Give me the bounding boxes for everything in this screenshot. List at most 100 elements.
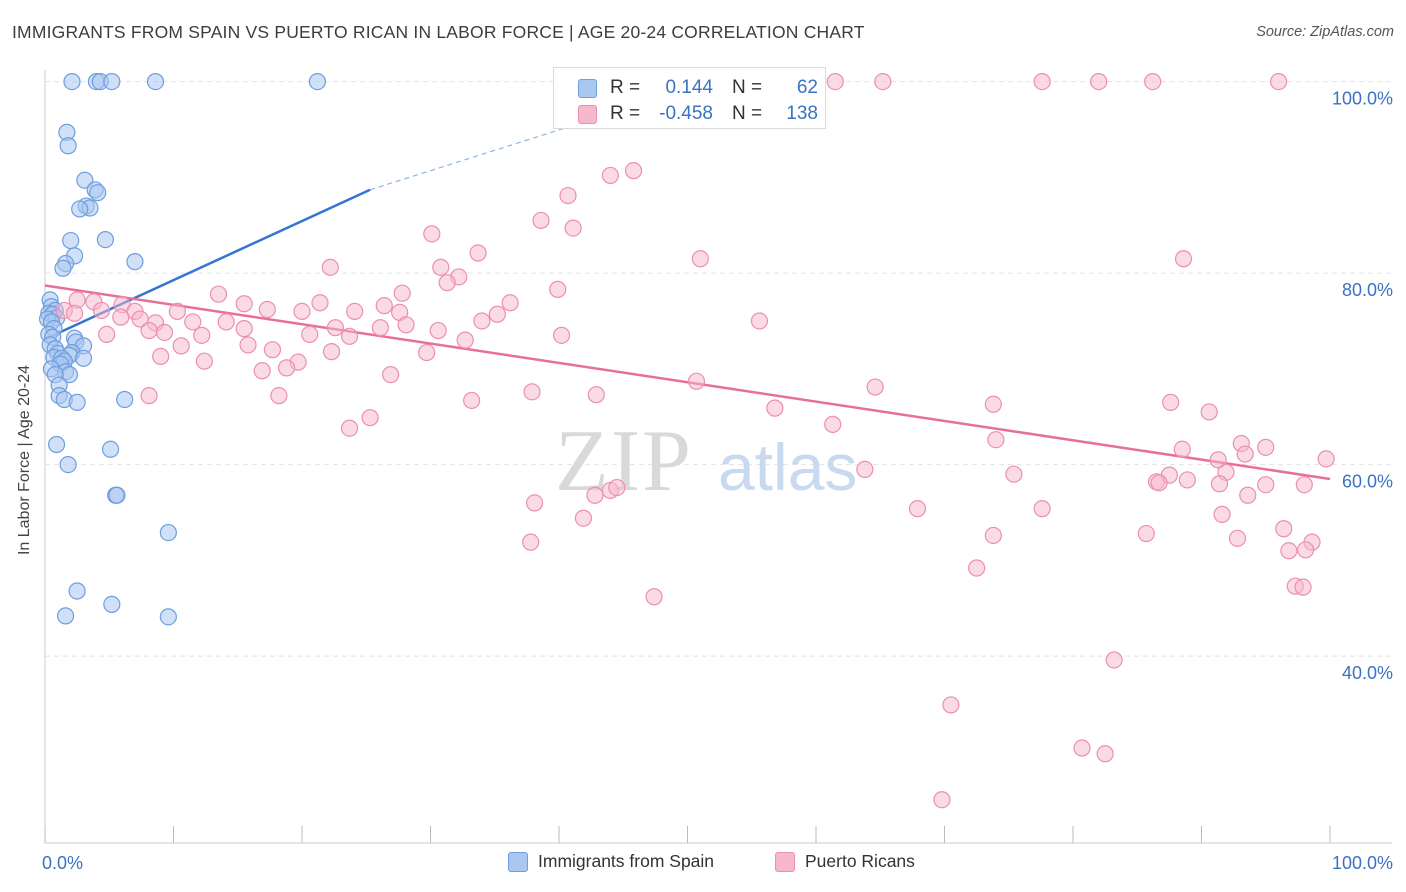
puerto-rican-point-119	[645, 588, 663, 606]
puerto-rican-point-62	[239, 336, 257, 354]
puerto-rican-point-23	[209, 285, 228, 303]
puerto-rican-point-74	[523, 383, 541, 401]
stats-r-value: 0.144	[665, 77, 713, 98]
puerto-rican-point-3	[874, 72, 892, 91]
puerto-rican-point-63	[263, 341, 282, 359]
source-credit: Source: ZipAtlas.com	[1256, 24, 1394, 40]
puerto-rican-point-66	[152, 347, 170, 366]
spain-point-5	[308, 72, 327, 91]
stats-n-value: 138	[786, 103, 818, 124]
y-tick-label-100: 100.0%	[1332, 89, 1393, 109]
puerto-rican-point-78	[463, 391, 481, 410]
puerto-rican-point-45	[217, 313, 235, 331]
puerto-rican-point-10	[559, 186, 577, 205]
puerto-rican-point-100	[1150, 474, 1168, 492]
legend-item-puerto-rican[interactable]: Puerto Ricans	[775, 851, 915, 872]
puerto-rican-point-111	[1137, 524, 1155, 543]
spain-point-53	[47, 435, 66, 454]
puerto-rican-point-109	[574, 509, 593, 527]
stats-n-label: N =	[732, 77, 763, 98]
puerto-rican-point-6	[1144, 72, 1162, 91]
puerto-rican-point-117	[522, 533, 540, 551]
puerto-rican-point-75	[587, 386, 605, 404]
stats-swatch-spain	[578, 79, 597, 98]
puerto-rican-point-101	[1210, 475, 1229, 493]
puerto-rican-point-124	[1096, 745, 1114, 763]
stats-swatch-puerto-rican	[578, 105, 597, 124]
puerto-rican-point-8	[624, 162, 643, 180]
puerto-rican-point-27	[235, 295, 253, 313]
stats-box: R = 0.144 N = 62 R = -0.458 N = 138	[553, 67, 826, 129]
spain-point-59	[68, 582, 86, 600]
stats-n-value: 62	[796, 77, 818, 98]
puerto-rican-point-60	[750, 312, 769, 330]
puerto-rican-point-34	[168, 302, 186, 320]
spain-point-15	[96, 230, 114, 249]
puerto-rican-point-61	[172, 337, 190, 355]
puerto-rican-point-49	[326, 319, 345, 337]
spain-point-55	[59, 456, 77, 474]
puerto-rican-point-7	[1269, 72, 1288, 91]
puerto-rican-point-13	[423, 225, 441, 243]
puerto-rican-point-112	[984, 526, 1002, 545]
puerto-rican-point-113	[1228, 529, 1247, 547]
puerto-rican-point-125	[1073, 739, 1091, 757]
puerto-rican-point-71	[382, 365, 400, 384]
puerto-rican-point-85	[1162, 393, 1180, 411]
legend-item-spain[interactable]: Immigrants from Spain	[508, 851, 714, 872]
puerto-rican-point-105	[525, 494, 544, 512]
puerto-rican-point-40	[488, 305, 506, 323]
puerto-rican-point-18	[432, 258, 450, 276]
puerto-rican-point-69	[277, 359, 296, 377]
puerto-rican-point-14	[469, 244, 487, 262]
puerto-rican-point-59	[552, 326, 571, 344]
puerto-rican-point-52	[155, 323, 174, 342]
puerto-rican-point-12	[564, 219, 582, 237]
tick-labels: 40.0% 60.0% 80.0% 100.0% 0.0% 100.0%	[42, 89, 1393, 873]
puerto-rican-point-39	[65, 304, 84, 322]
puerto-rican-point-73	[866, 378, 884, 396]
puerto-rican-point-5	[1090, 72, 1108, 91]
puerto-rican-point-56	[301, 325, 319, 343]
grid-lines	[45, 81, 1392, 657]
legend-swatch-spain	[508, 851, 528, 872]
y-tick-label-80: 80.0%	[1342, 280, 1393, 300]
puerto-rican-point-91	[1209, 451, 1227, 469]
stats-r-label: R =	[610, 77, 641, 98]
puerto-rican-point-30	[501, 294, 519, 312]
legend: Immigrants from Spain Puerto Ricans	[0, 851, 1406, 879]
spain-point-14	[62, 231, 80, 250]
puerto-rican-point-9	[601, 166, 620, 185]
puerto-rican-point-47	[473, 312, 491, 330]
trend-line-spain-extension	[369, 85, 697, 191]
puerto-rican-point-58	[456, 331, 474, 349]
puerto-rican-point-116	[1280, 542, 1298, 560]
puerto-rican-point-20	[438, 274, 456, 292]
puerto-rican-point-81	[766, 399, 784, 417]
axes	[44, 70, 1392, 844]
puerto-rican-point-46	[397, 316, 415, 334]
puerto-rican-point-86	[987, 431, 1005, 449]
puerto-rican-point-32	[92, 301, 111, 320]
spain-point-41	[74, 349, 93, 367]
puerto-rican-point-70	[253, 362, 271, 380]
puerto-rican-point-16	[1174, 250, 1193, 268]
stats-r-value: -0.458	[659, 103, 713, 124]
spain-point-0	[63, 72, 81, 91]
stats-row-spain: R = 0.144 N = 62	[554, 75, 825, 101]
puerto-rican-point-118	[968, 559, 986, 577]
puerto-rican-point-54	[98, 325, 116, 343]
spain-point-54	[101, 440, 120, 458]
spain-point-13	[71, 200, 89, 218]
puerto-rican-point-48	[235, 320, 253, 338]
puerto-rican-point-126	[933, 791, 951, 809]
puerto-rican-point-83	[340, 419, 359, 437]
puerto-rican-point-28	[311, 294, 329, 312]
puerto-rican-point-123	[942, 696, 960, 714]
trend-line-puerto-rican	[44, 284, 1331, 481]
puerto-rican-point-29	[375, 297, 393, 315]
puerto-rican-point-97	[1005, 465, 1023, 483]
puerto-rican-point-94	[1295, 476, 1313, 494]
puerto-rican-point-92	[1317, 450, 1335, 468]
spain-point-62	[159, 608, 177, 626]
